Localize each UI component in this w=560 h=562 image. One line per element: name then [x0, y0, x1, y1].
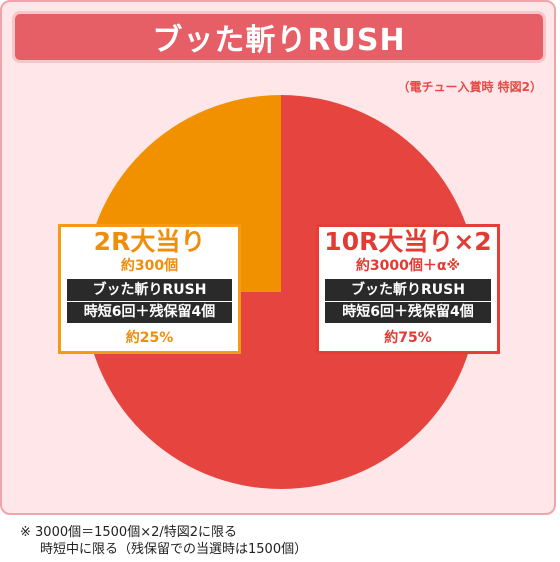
label-2r-title: 2R大当り — [93, 227, 206, 256]
label-box-2r: 2R大当り 約300個 ブッた斬りRUSH 時短6回＋残保留4個 約25% — [58, 224, 241, 354]
label-2r-payout: 約300個 — [120, 258, 179, 274]
chart-title: ブッた斬りRUSH — [152, 23, 406, 58]
title-bar: ブッた斬りRUSH — [12, 11, 546, 63]
label-10r-title: 10R大当り×2 — [324, 227, 492, 256]
label-2r-detail: 時短6回＋残保留4個 — [67, 301, 232, 321]
condition-note: （電チュー入賞時 特図2） — [397, 80, 542, 94]
label-2r-mode: ブッた斬りRUSH — [92, 282, 207, 298]
label-box-10r: 10R大当り×2 約3000個＋α※ ブッた斬りRUSH 時短6回＋残保留4個 … — [316, 224, 500, 354]
footnote-line-2: 時短中に限る（残保留での当選時は1500個） — [40, 542, 308, 557]
label-10r-detail: 時短6回＋残保留4個 — [325, 301, 491, 321]
label-10r-percent: 約75% — [384, 330, 432, 346]
label-10r-payout: 約3000個＋α※ — [355, 258, 461, 274]
label-2r-percent: 約25% — [125, 330, 174, 346]
label-10r-mode: ブッた斬りRUSH — [351, 282, 465, 298]
label-2r-mode-box: ブッた斬りRUSH 時短6回＋残保留4個 — [67, 279, 232, 323]
label-10r-mode-box: ブッた斬りRUSH 時短6回＋残保留4個 — [325, 279, 491, 323]
footnote-line-1: ※ 3000個＝1500個×2/特図2に限る — [20, 525, 238, 540]
footnote: ※ 3000個＝1500個×2/特図2に限る 時短中に限る（残保留での当選時は1… — [20, 524, 307, 558]
